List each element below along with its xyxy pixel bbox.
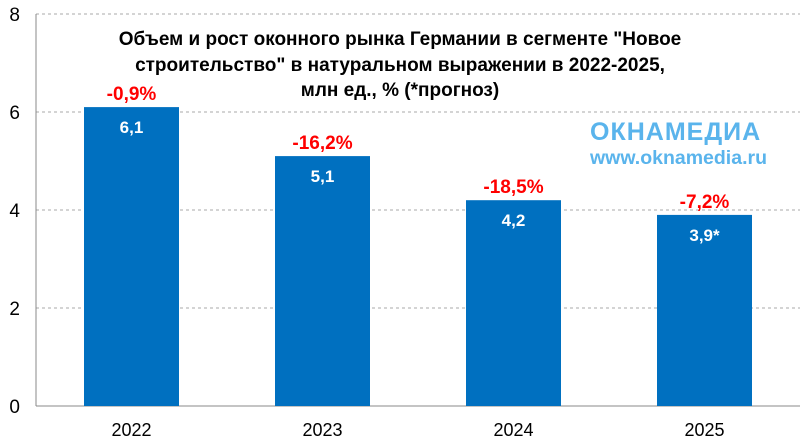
value-label: 4,2 bbox=[502, 211, 526, 230]
growth-label: -16,2% bbox=[292, 133, 352, 154]
title-line-2: строительство" в натуральном выражении в… bbox=[135, 54, 665, 76]
chart-title: Объем и рост оконного рынка Германии в с… bbox=[60, 27, 740, 104]
x-tick-label: 2025 bbox=[684, 420, 724, 440]
y-tick-label: 6 bbox=[9, 103, 20, 124]
oknamedia-logo: ОКНАМЕДИА www.oknamedia.ru bbox=[590, 118, 767, 170]
logo-url: www.oknamedia.ru bbox=[590, 147, 767, 169]
y-tick-label: 0 bbox=[9, 397, 20, 418]
bar bbox=[275, 156, 370, 406]
growth-label: -18,5% bbox=[483, 177, 543, 198]
value-label: 3,9* bbox=[689, 226, 720, 245]
y-tick-label: 4 bbox=[9, 201, 20, 222]
bar bbox=[84, 107, 179, 406]
bar bbox=[466, 200, 561, 406]
value-label: 6,1 bbox=[120, 118, 144, 137]
logo-name: ОКНАМЕДИА bbox=[590, 118, 762, 146]
value-label: 5,1 bbox=[311, 167, 335, 186]
bar bbox=[657, 214, 752, 406]
x-tick-label: 2024 bbox=[493, 420, 533, 440]
title-line-1: Объем и рост оконного рынка Германии в с… bbox=[118, 29, 682, 50]
y-tick-label: 2 bbox=[9, 299, 20, 320]
x-tick-label: 2023 bbox=[302, 420, 342, 440]
x-tick-label: 2022 bbox=[111, 420, 151, 440]
growth-label: -7,2% bbox=[680, 192, 730, 213]
growth-label: -0,9% bbox=[107, 84, 157, 105]
title-line-3: млн ед., % (*прогноз) bbox=[300, 80, 500, 101]
y-tick-label: 8 bbox=[9, 5, 20, 26]
